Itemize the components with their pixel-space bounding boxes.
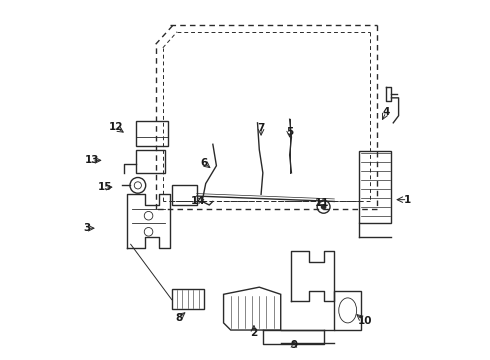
Text: 13: 13 [85,156,99,165]
FancyBboxPatch shape [359,152,392,223]
Text: 7: 7 [257,123,265,133]
Text: 8: 8 [175,312,183,323]
Ellipse shape [339,298,357,323]
Text: 11: 11 [315,198,329,208]
FancyBboxPatch shape [136,121,168,146]
Circle shape [321,204,326,209]
FancyBboxPatch shape [172,185,197,205]
Text: 10: 10 [357,316,372,326]
Text: 14: 14 [191,196,206,206]
Text: 12: 12 [108,122,123,132]
FancyBboxPatch shape [334,291,361,330]
Text: 1: 1 [404,195,411,204]
FancyBboxPatch shape [172,289,204,309]
FancyBboxPatch shape [136,150,165,173]
Text: 15: 15 [98,182,112,192]
Polygon shape [223,287,281,330]
Text: 2: 2 [250,328,258,338]
Text: 5: 5 [286,127,294,137]
Text: 9: 9 [291,340,297,350]
Text: 4: 4 [382,107,390,117]
Text: 6: 6 [200,158,208,168]
Text: 3: 3 [83,223,91,233]
